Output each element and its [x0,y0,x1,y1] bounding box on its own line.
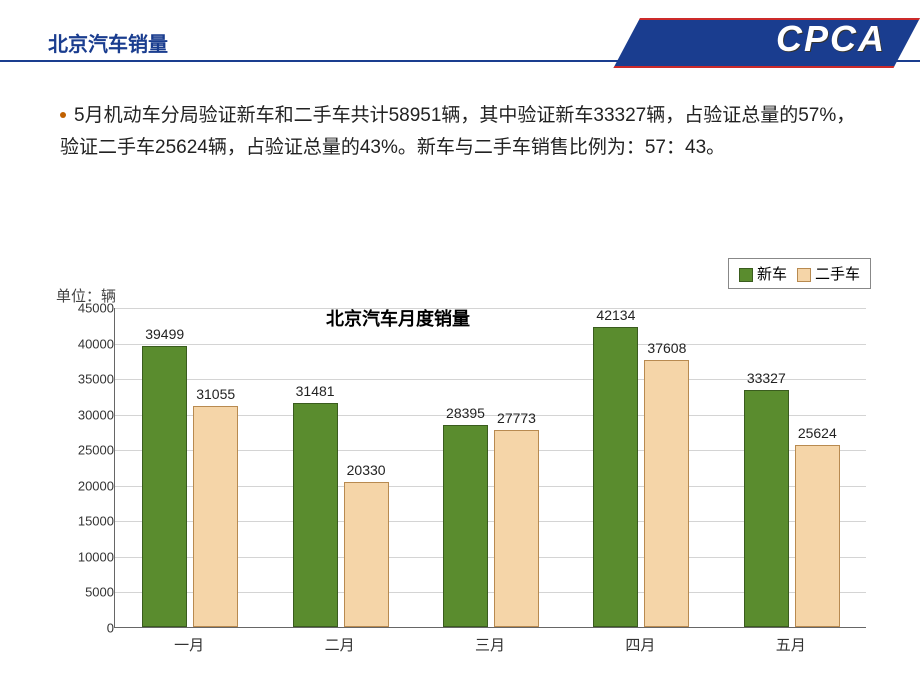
xtick-label: 五月 [776,634,806,655]
bar-used [795,445,840,627]
bar-label-used: 31055 [186,386,246,402]
legend: 新车 二手车 [728,258,871,289]
bar-new [293,403,338,627]
bullet-paragraph: 5月机动车分局验证新车和二手车共计58951辆，其中验证新车33327辆，占验证… [60,100,870,165]
bar-new [593,327,638,627]
legend-item-used: 二手车 [797,263,860,284]
bullet-icon [60,112,66,118]
bullet-text: 5月机动车分局验证新车和二手车共计58951辆，其中验证新车33327辆，占验证… [60,105,855,158]
bar-label-used: 25624 [787,425,847,441]
gridline [115,308,866,309]
bar-label-new: 33327 [736,370,796,386]
legend-swatch-used [797,268,811,282]
ytick-label: 0 [64,621,114,636]
ytick-label: 45000 [64,301,114,316]
legend-label-new: 新车 [757,266,787,283]
ytick-label: 15000 [64,514,114,529]
chart-area: 单位：辆 北京汽车月度销量 新车 二手车 3949931055314812033… [56,260,876,660]
legend-item-new: 新车 [739,263,787,284]
bar-label-new: 42134 [586,307,646,323]
ytick-label: 5000 [64,585,114,600]
slide: CPCA 北京汽车销量 5月机动车分局验证新车和二手车共计58951辆，其中验证… [0,0,920,690]
ytick-label: 25000 [64,443,114,458]
ytick-label: 20000 [64,478,114,493]
gridline [115,344,866,345]
plot-area: 3949931055314812033028395277734213437608… [114,308,866,628]
xtick-label: 四月 [625,634,655,655]
bar-new [443,425,488,627]
ytick-label: 10000 [64,549,114,564]
ytick-label: 30000 [64,407,114,422]
header-divider [0,60,920,62]
bar-new [142,346,187,627]
bar-used [344,482,389,627]
ytick-label: 40000 [64,336,114,351]
xtick-label: 一月 [174,634,204,655]
xtick-label: 二月 [325,634,355,655]
bar-used [494,430,539,627]
logo-text: CPCA [776,18,886,60]
bar-label-used: 27773 [487,410,547,426]
bar-used [644,360,689,627]
bar-label-new: 39499 [135,326,195,342]
legend-swatch-new [739,268,753,282]
bar-used [193,406,238,627]
bar-label-used: 37608 [637,340,697,356]
page-title: 北京汽车销量 [48,28,168,57]
ytick-label: 35000 [64,372,114,387]
bar-label-new: 31481 [285,383,345,399]
legend-label-used: 二手车 [815,266,860,283]
bar-new [744,390,789,627]
xtick-label: 三月 [475,634,505,655]
bar-label-used: 20330 [336,462,396,478]
